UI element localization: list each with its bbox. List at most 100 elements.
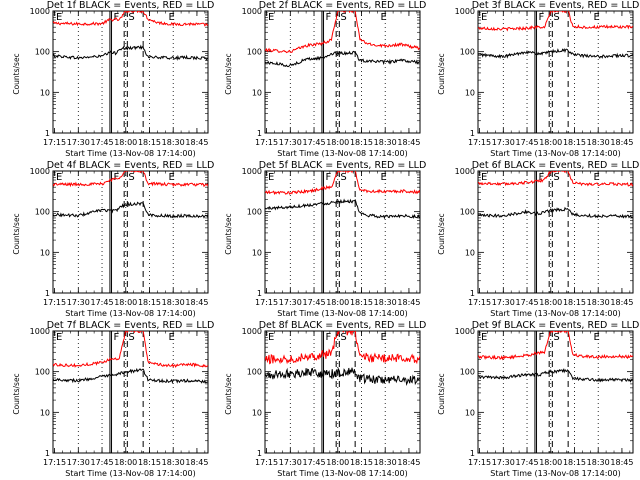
y-tick-label: 1 (45, 289, 50, 298)
y-axis-label: Counts/sec (12, 373, 21, 414)
panel-title: Det 5f BLACK = Events, RED = LLD (259, 160, 427, 171)
marker-label-e: E (168, 172, 174, 183)
panel-title: Det 4f BLACK = Events, RED = LLD (47, 160, 215, 171)
y-tick-label: 1000 (30, 327, 50, 336)
x-tick-label: 18:30 (374, 458, 397, 467)
x-tick-label: 17:45 (90, 298, 113, 307)
y-tick-label: 1000 (30, 7, 50, 16)
events-series-line (478, 206, 633, 219)
x-tick-label: 17:45 (302, 458, 325, 467)
marker-label-e: E (593, 172, 599, 183)
panel-det-7: Det 7f BLACK = Events, RED = LLD Counts/s… (12, 320, 214, 478)
events-series-line (53, 201, 208, 219)
marker-label-e-left: E (268, 12, 274, 23)
events-series-line (265, 198, 420, 220)
x-axis-label: Start Time (13-Nov-08 17:14:00) (65, 149, 195, 158)
marker-label-e-left: E (481, 12, 487, 23)
panel-title: Det 9f BLACK = Events, RED = LLD (472, 320, 640, 331)
y-axis-label: Counts/sec (12, 53, 21, 94)
x-axis-label: Start Time (13-Nov-08 17:14:00) (277, 149, 407, 158)
y-axis-label: Counts/sec (12, 213, 21, 254)
y-tick-label: 100 (247, 368, 262, 377)
panel-det-8: Det 8f BLACK = Events, RED = LLD Counts/s… (224, 320, 426, 478)
x-axis-label: Start Time (13-Nov-08 17:14:00) (65, 309, 195, 318)
panel-det-9: Det 9f BLACK = Events, RED = LLD Counts/s… (437, 320, 639, 478)
y-tick-label: 100 (35, 368, 50, 377)
plot-frame (52, 170, 209, 294)
x-tick-label: 18:30 (162, 458, 185, 467)
y-axis-label: Counts/sec (224, 373, 233, 414)
x-tick-label: 17:15 (43, 298, 66, 307)
x-axis-label: Start Time (13-Nov-08 17:14:00) (277, 309, 407, 318)
y-tick-label: 100 (35, 208, 50, 217)
y-axis-label: Counts/sec (224, 53, 233, 94)
y-tick-label: 10 (252, 88, 262, 97)
x-tick-label: 18:15 (138, 298, 161, 307)
marker-label-s: S (340, 12, 346, 23)
events-series-line (478, 47, 633, 60)
marker-label-f: F (539, 172, 545, 183)
marker-label-e: E (593, 12, 599, 23)
marker-label-e: E (168, 12, 174, 23)
y-tick-label: 1000 (30, 167, 50, 176)
lld-series-line (53, 11, 208, 27)
y-tick-label: 1000 (455, 327, 475, 336)
y-tick-label: 10 (40, 408, 50, 417)
plot-frame (264, 170, 421, 294)
marker-label-e: E (593, 332, 599, 343)
panel-det-5: Det 5f BLACK = Events, RED = LLD Counts/s… (224, 160, 426, 318)
y-axis-label: Counts/sec (437, 373, 446, 414)
x-tick-label: 17:15 (255, 298, 278, 307)
x-tick-label: 18:00 (326, 138, 349, 147)
x-tick-label: 17:45 (90, 138, 113, 147)
plot-frame (264, 10, 421, 134)
x-tick-label: 18:30 (374, 138, 397, 147)
y-tick-label: 1000 (242, 7, 262, 16)
panel-det-6: Det 6f BLACK = Events, RED = LLD Counts/s… (437, 160, 639, 318)
x-axis-label: Start Time (13-Nov-08 17:14:00) (65, 469, 195, 478)
y-tick-label: 1000 (455, 167, 475, 176)
plot-frame (477, 170, 634, 294)
events-series-line (53, 367, 208, 384)
y-tick-label: 1 (257, 449, 262, 458)
x-tick-label: 18:45 (185, 458, 208, 467)
plot-frame (52, 330, 209, 454)
lld-series-line (478, 171, 633, 187)
x-tick-label: 17:15 (468, 138, 491, 147)
x-tick-label: 17:30 (279, 298, 302, 307)
x-axis-label: Start Time (13-Nov-08 17:14:00) (490, 149, 620, 158)
marker-label-s: S (128, 12, 134, 23)
y-tick-label: 10 (465, 88, 475, 97)
x-tick-label: 18:15 (563, 138, 586, 147)
marker-label-e: E (380, 332, 386, 343)
x-axis-label: Start Time (13-Nov-08 17:14:00) (490, 469, 620, 478)
x-tick-label: 18:00 (114, 138, 137, 147)
y-tick-label: 10 (252, 248, 262, 257)
marker-label-f: F (326, 172, 332, 183)
x-tick-label: 18:15 (138, 458, 161, 467)
marker-label-s: S (553, 332, 559, 343)
y-tick-label: 10 (465, 248, 475, 257)
marker-label-e-left: E (56, 12, 62, 23)
lld-series-line (53, 331, 208, 368)
x-tick-label: 17:15 (43, 138, 66, 147)
x-tick-label: 18:00 (114, 298, 137, 307)
x-tick-label: 17:15 (43, 458, 66, 467)
marker-label-e: E (168, 332, 174, 343)
y-tick-label: 10 (465, 408, 475, 417)
marker-label-s: S (553, 12, 559, 23)
y-tick-label: 10 (40, 248, 50, 257)
x-tick-label: 17:30 (279, 458, 302, 467)
panel-det-4: Det 4f BLACK = Events, RED = LLD Counts/s… (12, 160, 214, 318)
marker-label-s: S (128, 332, 134, 343)
y-tick-label: 100 (460, 48, 475, 57)
y-tick-label: 1 (470, 289, 475, 298)
panel-title: Det 7f BLACK = Events, RED = LLD (47, 320, 215, 331)
panel-det-3: Det 3f BLACK = Events, RED = LLD Counts/s… (437, 0, 639, 158)
x-tick-label: 18:45 (610, 138, 633, 147)
x-tick-label: 17:30 (67, 298, 90, 307)
x-axis-label: Start Time (13-Nov-08 17:14:00) (277, 469, 407, 478)
x-tick-label: 17:30 (279, 138, 302, 147)
x-tick-label: 17:30 (67, 138, 90, 147)
